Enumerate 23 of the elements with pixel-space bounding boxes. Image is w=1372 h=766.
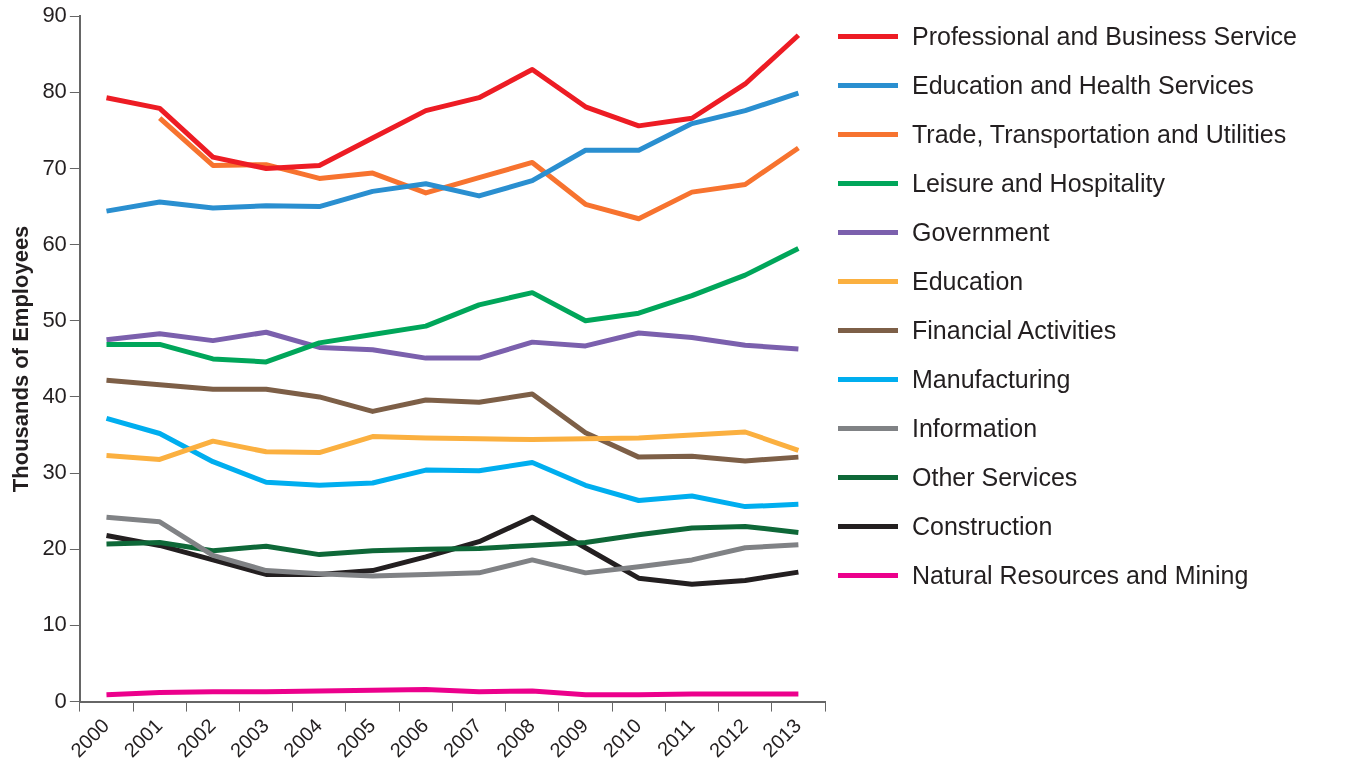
- y-tick-label: 10: [42, 611, 67, 637]
- y-tick-label: 50: [42, 306, 67, 332]
- y-axis-title: Thousands of Employees: [8, 225, 34, 493]
- legend-label: Other Services: [912, 463, 1078, 492]
- legend-label: Financial Activities: [912, 316, 1117, 345]
- y-tick-label: 20: [42, 535, 67, 561]
- y-tick-label: 60: [42, 230, 67, 256]
- y-tick-label: 0: [54, 687, 67, 713]
- legend-label: Construction: [912, 512, 1053, 541]
- y-tick-label: 80: [42, 78, 67, 104]
- legend-label: Natural Resources and Mining: [912, 561, 1249, 590]
- legend-label: Information: [912, 414, 1038, 443]
- legend-label: Manufacturing: [912, 365, 1071, 394]
- legend-label: Government: [912, 218, 1050, 247]
- legend-label: Professional and Business Service: [912, 22, 1297, 51]
- legend-label: Education: [912, 267, 1024, 296]
- y-tick-label: 30: [42, 459, 67, 485]
- y-tick-label: 70: [42, 154, 67, 180]
- y-tick-label: 40: [42, 383, 67, 409]
- legend-label: Trade, Transportation and Utilities: [912, 120, 1287, 149]
- legend-label: Education and Health Services: [912, 71, 1254, 100]
- y-tick-label: 90: [42, 2, 67, 28]
- legend-label: Leisure and Hospitality: [912, 169, 1165, 198]
